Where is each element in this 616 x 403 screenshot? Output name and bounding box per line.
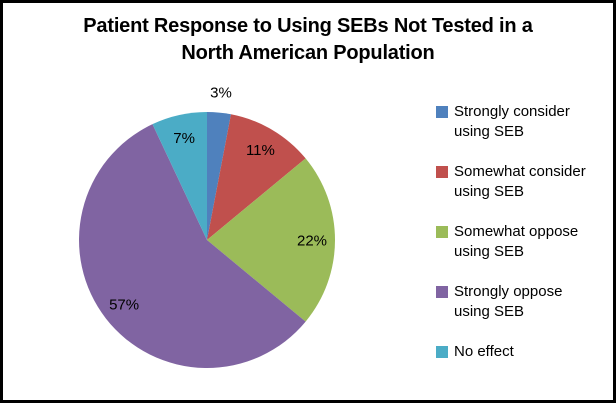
legend-swatch-icon: [436, 226, 448, 238]
legend-label: Strongly oppose using SEB: [454, 283, 563, 320]
legend-label: Strongly consider using SEB: [454, 103, 570, 140]
pie-data-label-3: 22%: [297, 232, 327, 249]
chart-title-line-1: Patient Response to Using SEBs Not Teste…: [83, 15, 533, 37]
legend-item-5: No effect: [436, 342, 612, 362]
legend-swatch-icon: [436, 166, 448, 178]
pie-data-label-2: 11%: [246, 142, 275, 159]
legend-item-3: Somewhat oppose using SEB: [436, 222, 612, 262]
legend-label: Somewhat consider using SEB: [454, 163, 586, 200]
legend-label: No effect: [454, 343, 514, 360]
legend-swatch-icon: [436, 346, 448, 358]
legend: Strongly consider using SEB Somewhat consi…: [436, 102, 612, 382]
pie-data-label-5: 7%: [173, 130, 195, 147]
pie-chart: 3% 11% 22% 57% 7%: [79, 84, 336, 368]
legend-label: Somewhat oppose using SEB: [454, 223, 579, 260]
pie-slice-3: [207, 158, 336, 322]
legend-swatch-icon: [436, 106, 448, 118]
legend-item-1: Strongly consider using SEB: [436, 102, 612, 142]
chart-title: Patient Response to Using SEBs Not Teste…: [3, 13, 613, 67]
pie-slice-1: [207, 112, 231, 240]
pie-data-label-1: 3%: [210, 84, 232, 101]
pie-slice-2: [207, 114, 306, 240]
pie-slice-5: [152, 112, 207, 240]
legend-swatch-icon: [436, 286, 448, 298]
legend-item-2: Somewhat consider using SEB: [436, 162, 612, 202]
pie-slice-4: [79, 124, 306, 368]
legend-item-4: Strongly oppose using SEB: [436, 282, 612, 322]
chart-title-line-2: North American Population: [181, 42, 435, 64]
pie-data-label-4: 57%: [109, 297, 139, 314]
